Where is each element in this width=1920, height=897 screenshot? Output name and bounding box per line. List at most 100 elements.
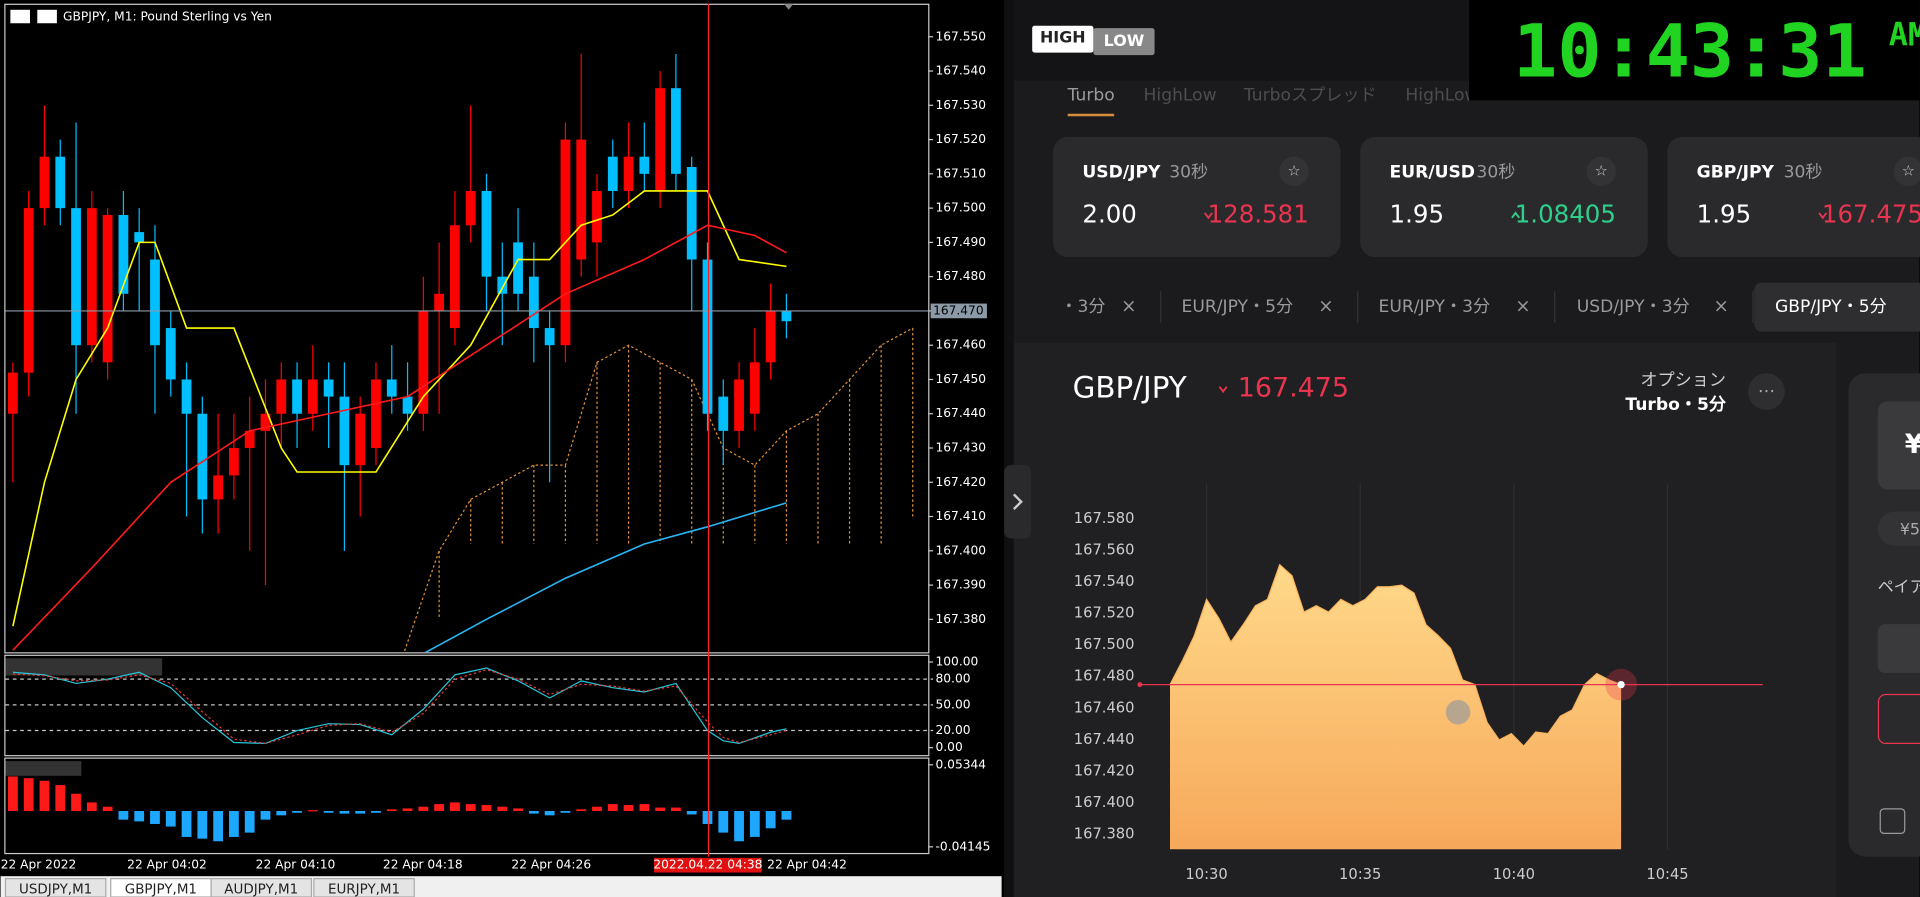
highlow-chart: 10:30 10:35 10:40 10:45 167.580 167.560 167.54… [1074,483,1763,883]
last-price-label: 167.470 [933,303,984,317]
tab[interactable] [313,878,415,897]
asset-card[interactable] [1360,137,1648,257]
product-tab[interactable]: HighLow [1405,85,1478,105]
y-tick-label: 100.00 [936,655,979,669]
x-tick-label: 10:35 [1339,866,1381,883]
tab[interactable] [210,878,313,897]
card-payout: 2.00 [1082,199,1136,228]
y-tick-label: 167.430 [936,441,987,455]
current-point [1617,680,1625,689]
histogram-bar [544,811,555,816]
close-tab[interactable]: × [1121,296,1136,317]
logo-high[interactable]: HIGH [1040,27,1086,46]
favorite[interactable] [1279,156,1309,187]
y-tick-label: -0.04145 [936,839,991,853]
tab-label[interactable]: USDJPY,M1 [19,883,92,897]
histogram-bar [765,811,776,829]
histogram-bar [213,811,224,842]
tab-label[interactable]: EURJPY,M1 [328,883,400,897]
product-tabs: Turbo HighLow Turboスプレッド HighLow [1067,85,1479,105]
divider [1004,0,1014,897]
y-tick-label: 167.500 [1074,636,1135,653]
clock-box [1469,0,1920,101]
y-tick-label: 167.460 [1074,699,1135,716]
expand-handle[interactable] [1004,465,1031,539]
favorite[interactable] [1893,156,1920,187]
histogram-bar [576,809,587,812]
y-tick-label: 0.05344 [936,757,987,771]
y-tick-label: 80.00 [936,672,971,686]
close-tab[interactable]: × [1515,296,1530,317]
recent-tab[interactable]: GBP/JPY・5分 [1775,297,1887,317]
y-tick-label: 167.460 [936,338,987,352]
product-tab[interactable]: Turbo [1067,85,1115,105]
histogram-bar [718,811,729,833]
tab-label[interactable]: GBPJPY,M1 [125,883,197,897]
candle-body [260,413,271,431]
currency: ¥ [1905,429,1920,460]
favorite[interactable] [1586,156,1616,187]
candle-body [544,328,555,346]
amount-box[interactable] [1877,401,1920,490]
histogram-bar [592,806,602,812]
preset-label[interactable]: ¥5 [1900,519,1920,538]
candle-body [781,310,792,322]
recent-tab[interactable]: USD/JPY・3分 [1577,297,1690,317]
high-button[interactable] [1877,624,1920,674]
logo-low[interactable]: LOW [1104,31,1145,50]
recent-tab[interactable]: EUR/JPY・3分 [1379,297,1491,317]
preset[interactable] [1877,511,1920,546]
histogram-bar [55,785,66,812]
low-button[interactable] [1877,693,1920,745]
product-tab[interactable]: HighLow [1144,85,1217,105]
histogram-bar [513,808,523,812]
menu-dots[interactable]: ⋯ [1758,382,1775,402]
histogram-bar [229,811,239,837]
recent-tab[interactable]: ・3分 [1060,297,1105,317]
candle-body [528,276,539,329]
candle-body [686,166,697,260]
logo-high-bg [1032,25,1094,53]
cursor-time-bg [654,857,762,873]
asset-card[interactable] [1053,137,1341,257]
x-tick-label: 22 Apr 04:02 [127,858,207,872]
mt5-window [0,0,1005,897]
product-tab[interactable]: Turboスプレッド [1243,85,1377,105]
tabs: USDJPY,M1 GBPJPY,M1 AUDJPY,M1 EURJPY,M1 [4,878,415,897]
card-rate: 167.475 [1822,199,1920,228]
favorite-star[interactable]: ☆ [1595,162,1608,179]
histogram-bar [781,811,792,820]
candle-body [655,88,666,191]
favorite-star[interactable]: ☆ [1288,162,1301,179]
shift-marker [783,3,794,10]
candle-body [134,232,145,243]
direction-arrow [1818,212,1828,220]
candle-body [386,379,397,397]
tab-label[interactable]: AUDJPY,M1 [224,883,298,897]
y-tick-label: 167.420 [936,475,987,489]
clock: 10:43:31 [1513,9,1867,94]
tab[interactable] [4,878,107,897]
y-tick-label: 167.560 [1074,541,1135,558]
chart-title: GBPJPY, M1: Pound Sterling vs Yen [63,10,272,24]
histogram-bar [450,802,460,812]
y-tick-label: 167.380 [936,612,987,626]
expand-arrow[interactable] [1012,493,1023,510]
candle-body [450,225,460,329]
candle-body [355,413,366,466]
favorite-star[interactable]: ☆ [1902,162,1915,179]
recent-tab[interactable]: EUR/JPY・5分 [1181,297,1293,317]
candle-body [181,379,192,414]
y-tick-label: 0.00 [936,740,963,754]
histogram-bar [386,809,397,812]
close-tab[interactable]: × [1713,296,1728,317]
close-tab[interactable]: × [1318,296,1333,317]
histogram-bar [150,811,160,824]
clock-suffix: AM [1889,16,1920,54]
icon[interactable] [1879,808,1906,834]
x-tick-label: 22 Apr 04:18 [383,858,463,872]
menu-button[interactable] [1748,373,1785,410]
asset-card[interactable] [1667,137,1920,257]
recent-tab-active[interactable] [1754,282,1920,332]
histogram-bar [244,811,255,833]
